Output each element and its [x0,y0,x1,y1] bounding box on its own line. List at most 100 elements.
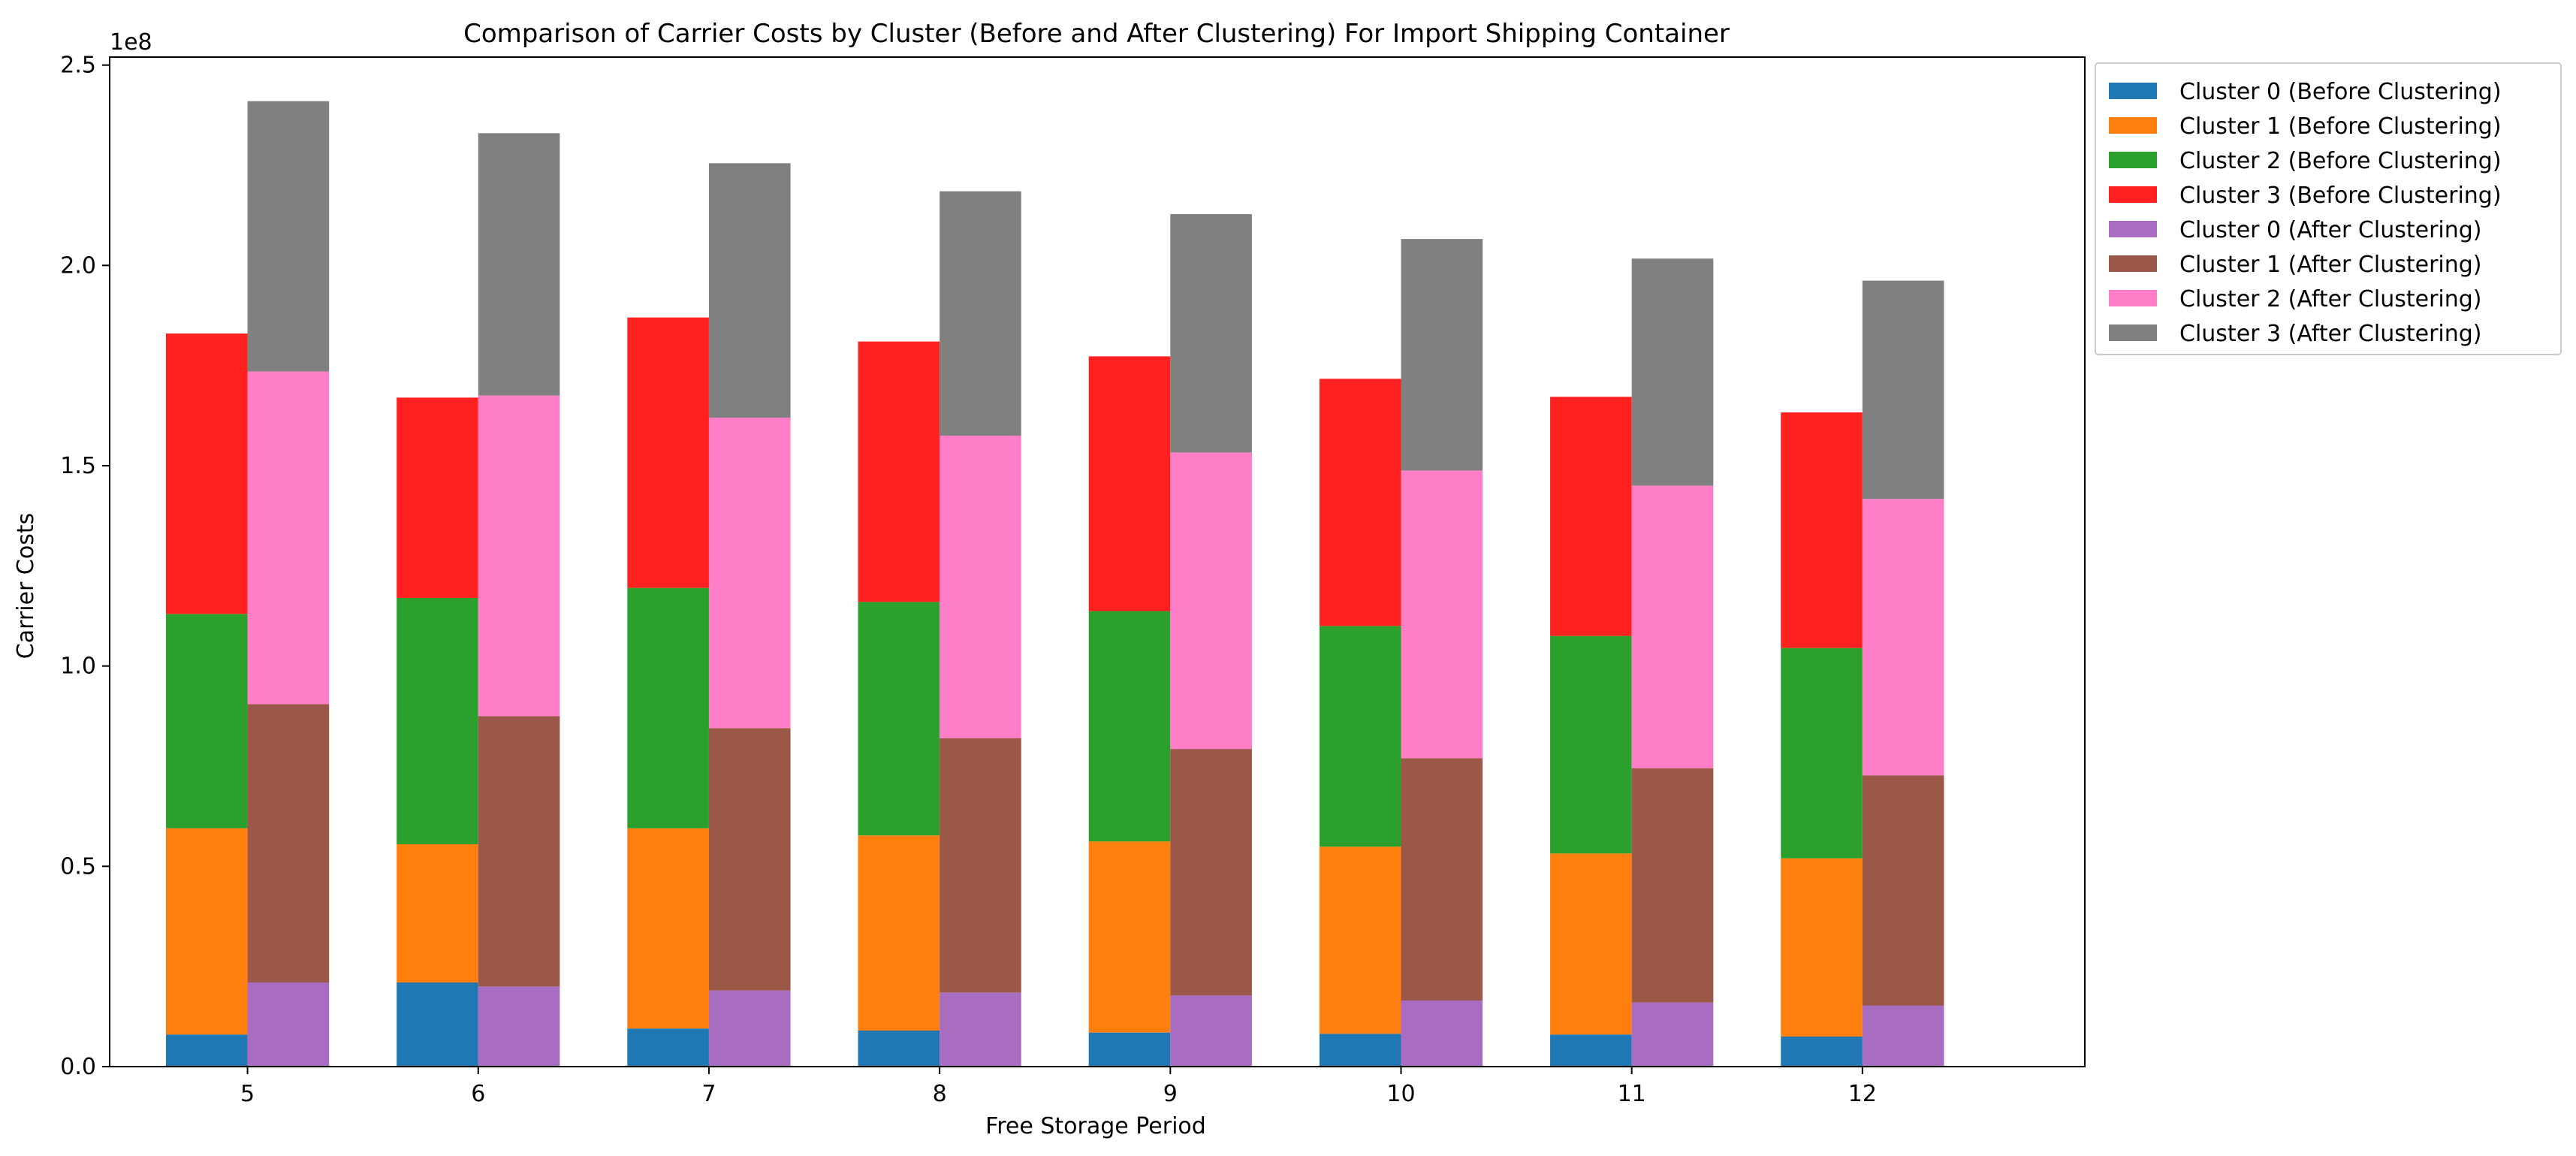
bar-cluster-0-before-clustering-period-5 [165,1034,248,1067]
bar-cluster-3-after-clustering-period-9 [1170,214,1252,453]
legend-label: Cluster 0 (Before Clustering) [2179,79,2502,105]
bars-layer [165,101,1944,1067]
legend-label: Cluster 1 (After Clustering) [2179,252,2482,278]
bar-cluster-1-after-clustering-period-12 [1862,775,1944,1006]
y-axis-label: Carrier Costs [13,513,39,659]
bar-cluster-3-before-clustering-period-9 [1088,356,1171,611]
legend-swatch [2109,186,2157,203]
bar-cluster-3-after-clustering-period-7 [708,163,791,418]
legend-swatch [2109,117,2157,134]
legend-swatch [2109,221,2157,237]
bar-cluster-3-after-clustering-period-5 [247,101,330,372]
legend-swatch [2109,152,2157,168]
bar-cluster-0-before-clustering-period-12 [1781,1037,1863,1067]
legend-label: Cluster 3 (After Clustering) [2179,321,2482,347]
x-tick-label: 5 [240,1081,255,1107]
legend-swatch [2109,83,2157,99]
bar-cluster-1-after-clustering-period-11 [1631,768,1714,1003]
y-tick-label: 1.0 [60,653,96,680]
bar-cluster-0-after-clustering-period-11 [1631,1002,1714,1067]
legend-label: Cluster 0 (After Clustering) [2179,217,2482,243]
bar-cluster-1-after-clustering-period-6 [478,716,560,987]
bar-cluster-3-before-clustering-period-10 [1319,379,1401,626]
y-axis-multiplier: 1e8 [110,29,152,56]
bar-cluster-2-before-clustering-period-6 [397,598,478,844]
bar-cluster-3-after-clustering-period-12 [1862,280,1944,500]
bar-cluster-2-after-clustering-period-9 [1170,452,1252,750]
legend-swatch [2109,324,2157,341]
bar-cluster-3-before-clustering-period-11 [1550,397,1632,636]
x-axis-label: Free Storage Period [985,1113,1206,1139]
y-tick-label: 1.5 [60,453,96,479]
bar-cluster-2-before-clustering-period-12 [1781,647,1863,859]
bar-cluster-0-before-clustering-period-9 [1088,1032,1171,1067]
bar-cluster-2-before-clustering-period-9 [1088,611,1171,842]
bar-cluster-1-after-clustering-period-5 [247,704,330,982]
x-tick-label: 12 [1848,1081,1877,1107]
bar-cluster-1-before-clustering-period-9 [1088,841,1171,1033]
bar-cluster-0-after-clustering-period-5 [247,982,330,1067]
legend-label: Cluster 2 (After Clustering) [2179,286,2482,312]
x-tick-label: 11 [1618,1081,1646,1107]
bar-cluster-0-before-clustering-period-8 [858,1031,940,1067]
bar-cluster-2-after-clustering-period-12 [1862,499,1944,776]
bar-cluster-0-before-clustering-period-6 [397,982,478,1067]
bar-cluster-2-after-clustering-period-10 [1401,470,1483,759]
bar-cluster-2-before-clustering-period-7 [627,587,709,829]
legend: Cluster 0 (Before Clustering) Cluster 1 (… [2095,62,2562,355]
bar-cluster-0-after-clustering-period-10 [1401,1001,1483,1067]
bar-cluster-0-after-clustering-period-7 [708,990,791,1067]
legend-swatch [2109,290,2157,306]
bar-cluster-1-before-clustering-period-5 [165,828,248,1035]
bar-cluster-2-after-clustering-period-8 [940,436,1021,738]
bar-cluster-0-after-clustering-period-9 [1170,995,1252,1067]
bar-cluster-1-before-clustering-period-10 [1319,847,1401,1034]
bar-cluster-0-after-clustering-period-8 [940,992,1021,1067]
bar-cluster-1-before-clustering-period-11 [1550,853,1632,1035]
legend-label: Cluster 1 (Before Clustering) [2179,113,2502,140]
bar-cluster-3-before-clustering-period-7 [627,317,709,588]
bar-cluster-3-after-clustering-period-10 [1401,239,1483,471]
axes-layer: 0.0 0.5 1.0 1.5 2.0 2.5 5 6 7 8 9 10 11 12 [60,53,2086,1107]
bar-cluster-1-after-clustering-period-8 [940,738,1021,993]
legend-swatch [2109,255,2157,272]
x-tick-label: 10 [1386,1081,1415,1107]
y-tick-label: 0.5 [60,853,96,880]
bar-cluster-1-after-clustering-period-9 [1170,749,1252,996]
bar-cluster-0-after-clustering-period-12 [1862,1005,1944,1067]
bar-cluster-2-after-clustering-period-5 [247,371,330,705]
y-tick-label: 2.0 [60,252,96,279]
bar-cluster-3-before-clustering-period-12 [1781,412,1863,648]
bar-cluster-2-before-clustering-period-8 [858,602,940,836]
x-tick-label: 6 [471,1081,485,1107]
bar-cluster-3-after-clustering-period-11 [1631,258,1714,486]
bar-cluster-3-before-clustering-period-8 [858,341,940,602]
bar-cluster-2-before-clustering-period-11 [1550,635,1632,854]
x-tick-label: 9 [1163,1081,1178,1107]
legend-label: Cluster 2 (Before Clustering) [2179,148,2502,174]
bar-cluster-0-before-clustering-period-7 [627,1028,709,1067]
bar-cluster-3-before-clustering-period-6 [397,397,478,598]
bar-cluster-0-before-clustering-period-10 [1319,1034,1401,1067]
bar-cluster-3-before-clustering-period-5 [165,334,248,614]
bar-cluster-3-after-clustering-period-6 [478,133,560,396]
bar-cluster-3-after-clustering-period-8 [940,191,1021,436]
bar-cluster-2-before-clustering-period-10 [1319,626,1401,847]
bar-cluster-2-after-clustering-period-7 [708,418,791,729]
bar-cluster-1-before-clustering-period-8 [858,835,940,1031]
bar-cluster-2-after-clustering-period-11 [1631,485,1714,768]
x-tick-label: 7 [701,1081,716,1107]
legend-box [2095,62,2562,355]
plot-frame [109,56,2086,1067]
bar-cluster-1-before-clustering-period-6 [397,844,478,982]
legend-label: Cluster 3 (Before Clustering) [2179,183,2502,209]
bar-cluster-0-after-clustering-period-6 [478,986,560,1067]
bar-cluster-1-after-clustering-period-10 [1401,758,1483,1001]
y-tick-label: 0.0 [60,1054,96,1080]
bar-cluster-1-after-clustering-period-7 [708,728,791,991]
chart-title: Comparison of Carrier Costs by Cluster (… [463,19,1730,49]
y-tick-label: 2.5 [60,53,96,79]
bar-cluster-1-before-clustering-period-12 [1781,858,1863,1037]
